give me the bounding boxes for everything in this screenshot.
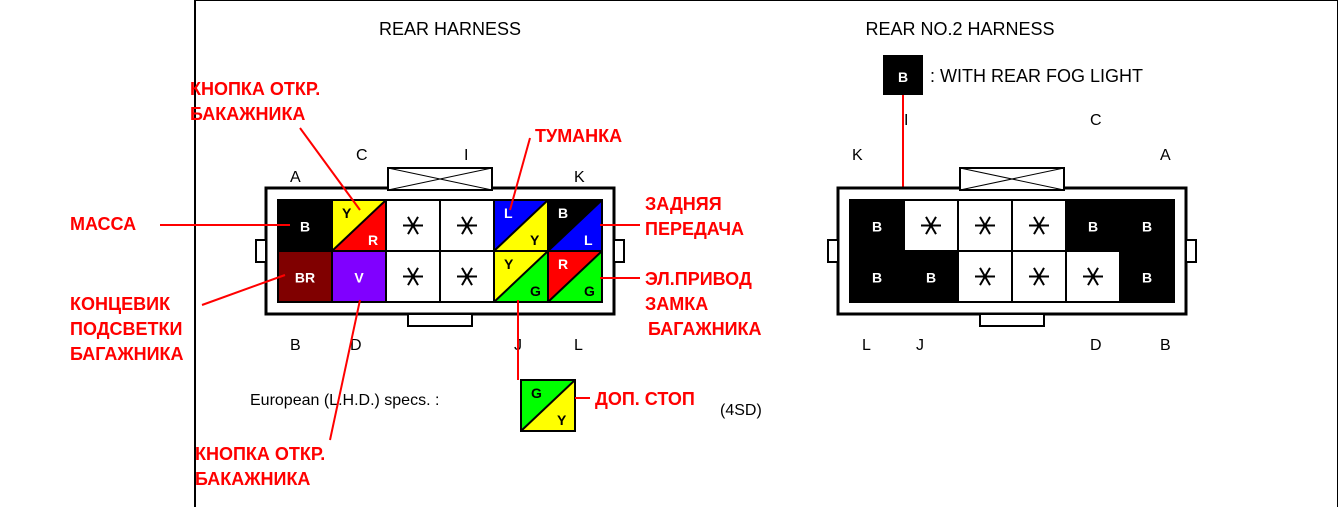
svg-text:G: G [531, 385, 542, 401]
svg-text:КНОПКА ОТКР.: КНОПКА ОТКР. [190, 79, 320, 99]
pin-cell: YG [494, 251, 548, 302]
pin-cell: B [1120, 251, 1174, 302]
pin-cell [1012, 251, 1066, 302]
svg-text:BR: BR [295, 270, 315, 286]
pin-cell [386, 200, 440, 251]
pin-cell: BL [548, 200, 602, 251]
annot-zadnyaya: ЗАДНЯЯ ПЕРЕДАЧА [600, 194, 744, 239]
4sd-text: (4SD) [720, 402, 762, 419]
pin-cell: B [850, 200, 904, 251]
svg-text:G: G [530, 283, 541, 299]
svg-text:B: B [926, 270, 936, 286]
pin-B: B [290, 337, 301, 354]
svg-text:ЭЛ.ПРИВОД: ЭЛ.ПРИВОД [645, 269, 752, 289]
svg-text:Y: Y [504, 256, 514, 272]
pin-I: I [464, 147, 468, 164]
pin-cell [1012, 200, 1066, 251]
svg-text:B: B [300, 219, 310, 235]
annot-massa: МАССА [70, 214, 290, 234]
pin2-D: D [1090, 337, 1102, 354]
title-left: REAR HARNESS [379, 19, 521, 39]
pin-cell: V [332, 251, 386, 302]
pin-cell: B [1066, 200, 1120, 251]
diagram-canvas: REAR HARNESS REAR NO.2 HARNESS B : WITH … [0, 0, 1338, 507]
pin-cell [958, 251, 1012, 302]
svg-text:Y: Y [557, 412, 567, 428]
svg-text:БАГАЖНИКА: БАГАЖНИКА [70, 344, 184, 364]
pin-cell [386, 251, 440, 302]
svg-text:БАГАЖНИКА: БАГАЖНИКА [648, 319, 762, 339]
svg-text:ЗАМКА: ЗАМКА [645, 294, 708, 314]
extra-cell: GY [521, 380, 575, 431]
svg-text:ПЕРЕДАЧА: ПЕРЕДАЧА [645, 219, 744, 239]
pin2-C: C [1090, 112, 1102, 129]
pin-cell: B [850, 251, 904, 302]
pin-cell: B [1120, 200, 1174, 251]
svg-text:B: B [1142, 219, 1152, 235]
pin-L: L [574, 337, 583, 354]
pin-cell [440, 251, 494, 302]
annot-dop-stop: ДОП. СТОП [575, 389, 695, 409]
pin-cell [440, 200, 494, 251]
pin-A: A [290, 169, 301, 186]
annot-elprivod: ЭЛ.ПРИВОД ЗАМКА БАГАЖНИКА [600, 269, 762, 339]
annot-koncevik: КОНЦЕВИК ПОДСВЕТКИ БАГАЖНИКА [70, 275, 285, 364]
svg-text:B: B [872, 219, 882, 235]
pin2-J: J [916, 337, 924, 354]
pin-cell: BR [278, 251, 332, 302]
svg-text:G: G [584, 283, 595, 299]
pin2-I: I [904, 112, 908, 129]
svg-text:БАКАЖНИКА: БАКАЖНИКА [190, 104, 305, 124]
pin-cell [1066, 251, 1120, 302]
pin-cell: LY [494, 200, 548, 251]
pin2-K: K [852, 147, 863, 164]
svg-text:B: B [872, 270, 882, 286]
svg-text:КОНЦЕВИК: КОНЦЕВИК [70, 294, 171, 314]
svg-text:B: B [558, 205, 568, 221]
svg-text:B: B [1088, 219, 1098, 235]
pin-K: K [574, 169, 585, 186]
svg-text:ТУМАНКА: ТУМАНКА [535, 126, 622, 146]
connector-1: BYRLYBLBRVYGRG A C I K B D J L [256, 147, 624, 354]
svg-text:R: R [558, 256, 568, 272]
svg-text:B: B [898, 69, 908, 85]
svg-text:: WITH REAR FOG LIGHT: : WITH REAR FOG LIGHT [930, 66, 1143, 86]
svg-text:ДОП. СТОП: ДОП. СТОП [595, 389, 695, 409]
svg-text:V: V [354, 270, 364, 286]
svg-text:КНОПКА ОТКР.: КНОПКА ОТКР. [195, 444, 325, 464]
svg-text:БАКАЖНИКА: БАКАЖНИКА [195, 469, 310, 489]
svg-text:B: B [1142, 270, 1152, 286]
pin-cell: RG [548, 251, 602, 302]
svg-text:Y: Y [530, 232, 540, 248]
connector-2: B B B B B B K I C A L J D B [828, 112, 1196, 354]
pin2-B: B [1160, 337, 1171, 354]
pin2-A: A [1160, 147, 1171, 164]
pin-cell: GY [521, 380, 575, 431]
svg-text:МАССА: МАССА [70, 214, 136, 234]
pin-cell: B [904, 251, 958, 302]
svg-text:Y: Y [342, 205, 352, 221]
pin-C: C [356, 147, 368, 164]
european-text: European (L.H.D.) specs. : [250, 392, 439, 409]
svg-text:ЗАДНЯЯ: ЗАДНЯЯ [645, 194, 722, 214]
title-right: REAR NO.2 HARNESS [865, 19, 1054, 39]
pin-cell [904, 200, 958, 251]
svg-text:ПОДСВЕТКИ: ПОДСВЕТКИ [70, 319, 182, 339]
pin2-L: L [862, 337, 871, 354]
pin-cell [958, 200, 1012, 251]
svg-text:L: L [584, 232, 593, 248]
svg-text:R: R [368, 232, 378, 248]
